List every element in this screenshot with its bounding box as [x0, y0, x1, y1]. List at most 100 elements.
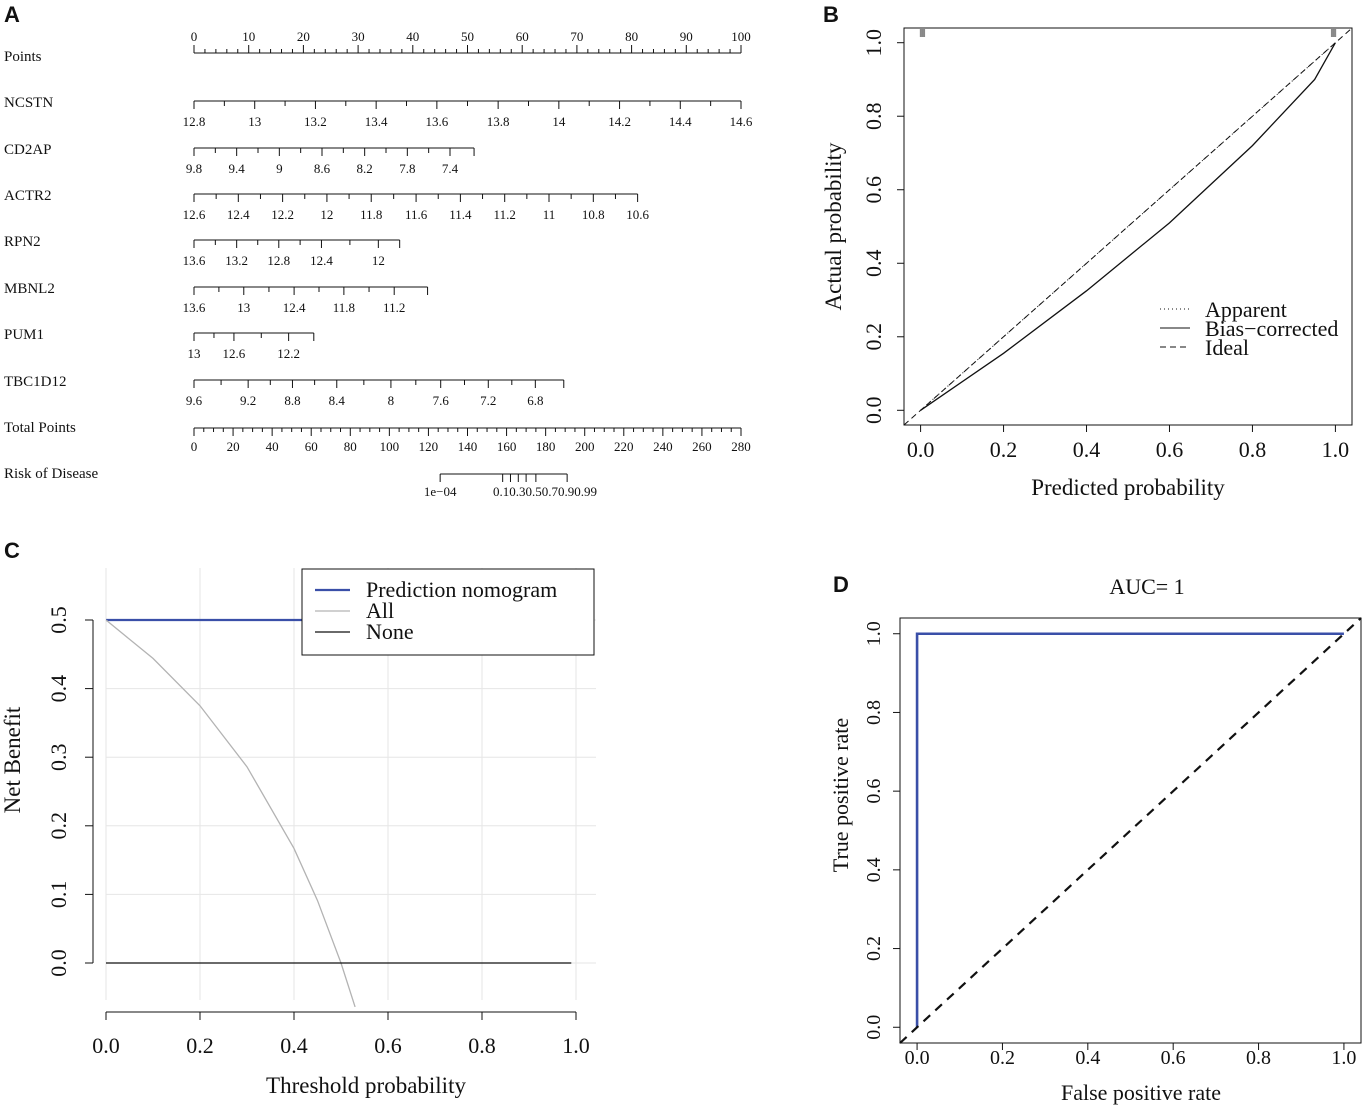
tick-label: 0 [191, 29, 198, 44]
series-line-ideal [903, 27, 1353, 426]
tick-label: 80 [344, 439, 357, 454]
tick-label: 13.6 [425, 114, 448, 129]
tick-label: 12.6 [223, 346, 246, 361]
tick-label: 60 [516, 29, 529, 44]
tick-label: 11.2 [494, 207, 516, 222]
y-tick-label: 0.6 [861, 176, 886, 204]
panel-label-b: B [823, 2, 839, 27]
decision-curve-panel: 0.0 0.2 0.4 0.6 0.8 1.0 0.0 0.1 0.2 0.3 0.4 0.5 Thre… [0, 568, 596, 1098]
x-tick-label: 0.6 [374, 1033, 402, 1058]
y-tick-label: 0.2 [861, 323, 886, 351]
tick-label: 280 [731, 439, 751, 454]
tick-label: 13.4 [365, 114, 388, 129]
y-tick-label: 0.8 [863, 700, 885, 725]
tick-label: 260 [692, 439, 712, 454]
tick-label: 200 [575, 439, 595, 454]
tick-label: 12.2 [271, 207, 294, 222]
y-tick-label: 0.1 [46, 881, 71, 909]
y-axis-title: True positive rate [828, 718, 853, 872]
row-label: PUM1 [4, 327, 44, 343]
x-tick-label: 0.4 [1075, 1047, 1100, 1069]
tick-label: 0 [191, 439, 198, 454]
tick-label: 160 [497, 439, 517, 454]
tick-label: 12.4 [310, 253, 333, 268]
legend-label: None [366, 619, 414, 644]
x-tick-label: 0.8 [468, 1033, 496, 1058]
y-tick-label: 0.4 [863, 857, 885, 882]
tick-label: 10.8 [582, 207, 605, 222]
tick-label: 0.10.30.50.70.90.99 [493, 484, 597, 499]
y-axis-title: Actual probability [821, 142, 846, 310]
row-label: Total Points [4, 420, 76, 436]
x-tick-label: 0.6 [1156, 437, 1184, 462]
tick-label: 14.4 [669, 114, 692, 129]
tick-label: 8.2 [357, 161, 373, 176]
row-label: MBNL2 [4, 281, 55, 297]
series-line-all [105, 619, 356, 1008]
series-line-chance [899, 617, 1362, 1044]
panel-label-a: A [4, 2, 20, 27]
tick-label: 9.4 [229, 161, 246, 176]
tick-label: 100 [380, 439, 400, 454]
tick-label: 12.2 [277, 346, 300, 361]
series-line-bias-corrected [920, 42, 1336, 411]
tick-label: 8 [388, 393, 395, 408]
tick-label: 11 [543, 207, 556, 222]
x-tick-label: 0.2 [990, 1047, 1015, 1069]
x-tick-label: 1.0 [1331, 1047, 1356, 1069]
x-axis-title: Predicted probability [1031, 475, 1225, 500]
y-tick-label: 0.3 [46, 743, 71, 771]
x-tick-label: 1.0 [1322, 437, 1350, 462]
tick-label: 7.2 [480, 393, 496, 408]
tick-label: 12 [320, 207, 333, 222]
y-tick-label: 0.6 [863, 779, 885, 804]
tick-label: 20 [297, 29, 310, 44]
tick-label: 100 [731, 29, 751, 44]
tick-label: 13 [248, 114, 261, 129]
tick-label: 240 [653, 439, 673, 454]
row-label: TBC1D12 [4, 374, 67, 390]
tick-label: 8.8 [284, 393, 300, 408]
x-tick-label: 0.0 [905, 1047, 930, 1069]
tick-label: 140 [458, 439, 478, 454]
x-axis-title: False positive rate [1061, 1080, 1221, 1105]
tick-label: 13.2 [225, 253, 248, 268]
y-tick-label: 0.0 [861, 397, 886, 425]
x-tick-label: 0.8 [1246, 1047, 1271, 1069]
tick-label: 13.8 [487, 114, 510, 129]
tick-label: 12.8 [183, 114, 206, 129]
tick-label: 1e−04 [424, 484, 457, 499]
calibration-panel: 0.0 0.0 0.2 0.2 0.4 0.4 0.6 0.6 0.8 0.8 1.0 1.0 Pred… [821, 27, 1353, 500]
tick-label: 40 [406, 29, 419, 44]
y-tick-label: 0.4 [46, 675, 71, 703]
legend-label: All [366, 598, 394, 623]
tick-label: 10 [242, 29, 255, 44]
tick-label: 120 [419, 439, 439, 454]
tick-label: 70 [570, 29, 583, 44]
y-tick-label: 0.2 [863, 936, 885, 961]
tick-label: 13.6 [183, 300, 206, 315]
tick-label: 7.4 [442, 161, 459, 176]
tick-label: 60 [305, 439, 318, 454]
tick-label: 40 [266, 439, 279, 454]
tick-label: 90 [680, 29, 693, 44]
row-label: RPN2 [4, 234, 41, 250]
tick-label: 9.6 [186, 393, 203, 408]
tick-label: 50 [461, 29, 474, 44]
tick-label: 7.6 [433, 393, 450, 408]
row-label: NCSTN [4, 95, 53, 111]
row-label: Points [4, 49, 42, 65]
tick-label: 13 [237, 300, 250, 315]
tick-label: 220 [614, 439, 634, 454]
row-label: Risk of Disease [4, 466, 98, 482]
tick-label: 20 [227, 439, 240, 454]
y-axis-title: Net Benefit [0, 706, 25, 813]
x-tick-label: 0.2 [990, 437, 1018, 462]
tick-label: 11.2 [383, 300, 405, 315]
x-axis-title: Threshold probability [266, 1073, 466, 1098]
tick-label: 12.8 [267, 253, 290, 268]
tick-label: 13 [188, 346, 201, 361]
tick-label: 12.4 [283, 300, 306, 315]
